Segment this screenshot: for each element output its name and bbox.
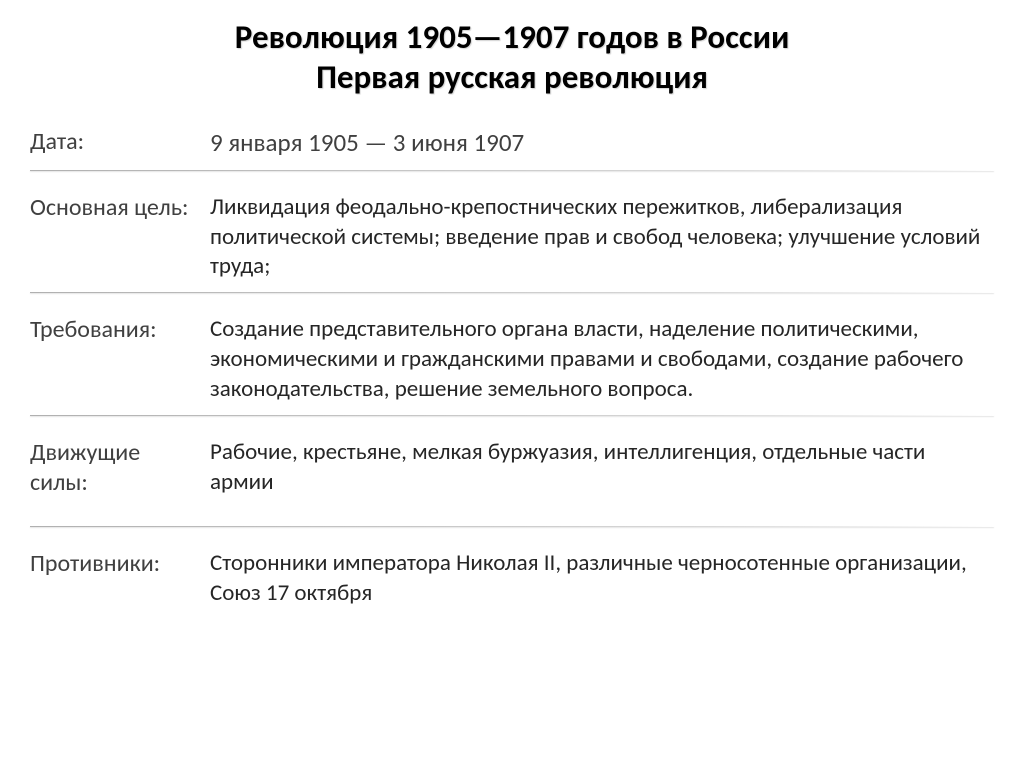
row-value: Сторонники императора Николая II, различ… — [210, 549, 994, 609]
row-divider — [30, 526, 994, 527]
row-label: Основная цель: — [30, 193, 210, 223]
row-label: Дата: — [30, 127, 210, 157]
info-row: Противники:Сторонники императора Николая… — [30, 541, 994, 631]
row-label: Движущие силы: — [30, 438, 210, 498]
row-label: Противники: — [30, 549, 210, 579]
info-table: Дата:9 января 1905 — 3 июня 1907 Основная… — [30, 119, 994, 631]
info-row: Дата:9 января 1905 — 3 июня 1907 — [30, 119, 994, 164]
title-line-1: Революция 1905—1907 годов в России — [235, 17, 790, 57]
row-divider — [30, 170, 994, 171]
info-row: Основная цель:Ликвидация феодально-крепо… — [30, 185, 994, 287]
row-divider — [30, 292, 994, 293]
row-label: Требования: — [30, 315, 210, 345]
row-value: Рабочие, крестьяне, мелкая буржуазия, ин… — [210, 438, 994, 498]
slide-title: Революция 1905—1907 годов в России Перва… — [30, 18, 994, 97]
row-divider — [30, 415, 994, 416]
info-row: Требования:Создание представительного ор… — [30, 307, 994, 409]
row-value: 9 января 1905 — 3 июня 1907 — [210, 127, 994, 160]
title-line-2: Первая русская революция — [316, 57, 708, 97]
row-value: Создание представительного органа власти… — [210, 315, 994, 405]
info-row: Движущие силы:Рабочие, крестьяне, мелкая… — [30, 430, 994, 520]
row-value: Ликвидация феодально-крепостнических пер… — [210, 193, 994, 283]
